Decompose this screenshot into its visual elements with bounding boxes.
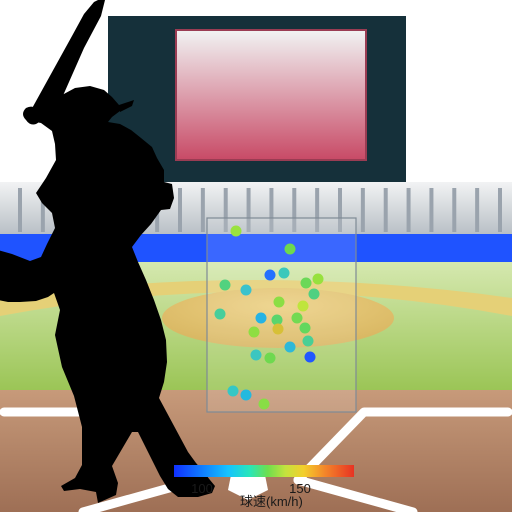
pitch-marker — [228, 386, 239, 397]
pitch-marker — [274, 297, 285, 308]
pitch-marker — [309, 289, 320, 300]
colorbar-title: 球速(km/h) — [240, 494, 303, 509]
pitch-marker — [241, 285, 252, 296]
pitch-marker — [303, 336, 314, 347]
pitch-marker — [273, 324, 284, 335]
pitch-location-chart: 100150球速(km/h) — [0, 0, 512, 512]
pitch-marker — [215, 309, 226, 320]
colorbar-tick-label: 100 — [191, 481, 213, 496]
stand-slat — [498, 188, 502, 232]
pitch-marker — [301, 278, 312, 289]
speed-colorbar — [174, 465, 354, 477]
stand-slat — [178, 188, 182, 232]
pitch-marker — [265, 270, 276, 281]
pitch-marker — [285, 244, 296, 255]
pitch-marker — [313, 274, 324, 285]
pitch-marker — [292, 313, 303, 324]
stand-slat — [407, 188, 411, 232]
pitch-marker — [305, 352, 316, 363]
pitch-marker — [249, 327, 260, 338]
stand-slat — [18, 188, 22, 232]
stand-slat — [429, 188, 433, 232]
pitch-marker — [259, 399, 270, 410]
pitch-marker — [279, 268, 290, 279]
stand-slat — [475, 188, 479, 232]
stand-slat — [384, 188, 388, 232]
pitch-marker — [256, 313, 267, 324]
pitch-marker — [251, 350, 262, 361]
pitch-marker — [241, 390, 252, 401]
pitch-marker — [231, 226, 242, 237]
strike-zone — [207, 218, 356, 412]
pitch-marker — [300, 323, 311, 334]
pitch-marker — [220, 280, 231, 291]
pitch-marker — [298, 301, 309, 312]
pitch-marker — [265, 353, 276, 364]
stand-slat — [361, 188, 365, 232]
stand-slat — [452, 188, 456, 232]
stand-slat — [201, 188, 205, 232]
pitch-marker — [285, 342, 296, 353]
scoreboard-screen — [176, 30, 366, 160]
